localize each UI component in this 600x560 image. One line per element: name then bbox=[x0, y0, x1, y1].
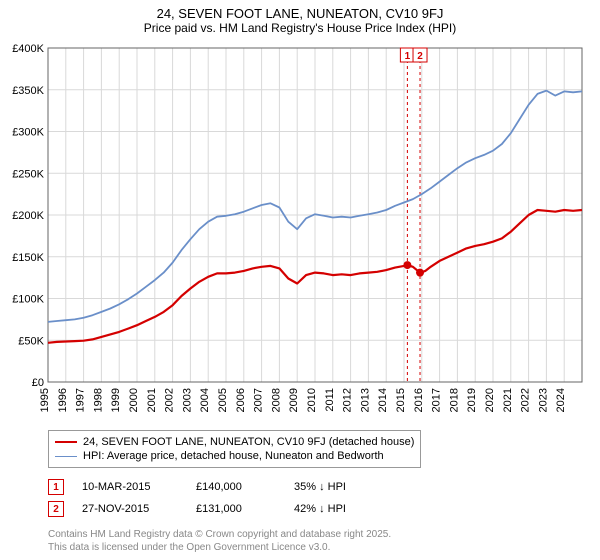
transaction-date: 10-MAR-2015 bbox=[82, 481, 178, 493]
chart-container: { "title": "24, SEVEN FOOT LANE, NUNEATO… bbox=[0, 0, 600, 560]
svg-text:2008: 2008 bbox=[270, 388, 282, 412]
legend-swatch bbox=[55, 441, 77, 443]
legend-label: 24, SEVEN FOOT LANE, NUNEATON, CV10 9FJ … bbox=[83, 436, 414, 448]
transaction-hpi-diff: 35% ↓ HPI bbox=[294, 481, 394, 493]
svg-text:2020: 2020 bbox=[484, 388, 496, 412]
transaction-marker: 1 bbox=[48, 479, 64, 495]
svg-text:£150K: £150K bbox=[12, 252, 44, 264]
footer-line-2: This data is licensed under the Open Gov… bbox=[48, 541, 391, 554]
transaction-row: 1 10-MAR-2015 £140,000 35% ↓ HPI bbox=[48, 476, 394, 498]
legend: 24, SEVEN FOOT LANE, NUNEATON, CV10 9FJ … bbox=[48, 430, 421, 468]
svg-text:1: 1 bbox=[405, 51, 411, 62]
transaction-marker: 2 bbox=[48, 501, 64, 517]
legend-item: 24, SEVEN FOOT LANE, NUNEATON, CV10 9FJ … bbox=[55, 435, 414, 449]
svg-text:£400K: £400K bbox=[12, 43, 44, 55]
transactions-table: 1 10-MAR-2015 £140,000 35% ↓ HPI 2 27-NOV-201… bbox=[48, 476, 394, 520]
svg-text:2002: 2002 bbox=[164, 388, 176, 412]
svg-text:2014: 2014 bbox=[377, 388, 389, 412]
svg-text:1998: 1998 bbox=[92, 388, 104, 412]
svg-text:2021: 2021 bbox=[502, 388, 514, 412]
svg-text:2000: 2000 bbox=[128, 388, 140, 412]
transaction-hpi-diff: 42% ↓ HPI bbox=[294, 503, 394, 515]
svg-text:£0: £0 bbox=[32, 377, 44, 389]
svg-text:£250K: £250K bbox=[12, 168, 44, 180]
footer-attribution: Contains HM Land Registry data © Crown c… bbox=[48, 528, 391, 554]
svg-text:1996: 1996 bbox=[57, 388, 69, 412]
svg-text:2017: 2017 bbox=[431, 388, 443, 412]
svg-text:2004: 2004 bbox=[199, 388, 211, 412]
transaction-price: £131,000 bbox=[196, 503, 276, 515]
svg-text:2022: 2022 bbox=[520, 388, 532, 412]
svg-text:£200K: £200K bbox=[12, 210, 44, 222]
transaction-price: £140,000 bbox=[196, 481, 276, 493]
transaction-row: 2 27-NOV-2015 £131,000 42% ↓ HPI bbox=[48, 498, 394, 520]
svg-text:2003: 2003 bbox=[181, 388, 193, 412]
svg-text:£300K: £300K bbox=[12, 127, 44, 139]
svg-text:2011: 2011 bbox=[324, 388, 336, 412]
svg-text:2: 2 bbox=[417, 51, 423, 62]
legend-item: HPI: Average price, detached house, Nune… bbox=[55, 449, 414, 463]
svg-text:2001: 2001 bbox=[146, 388, 158, 412]
svg-text:1997: 1997 bbox=[75, 388, 87, 412]
svg-text:2009: 2009 bbox=[288, 388, 300, 412]
transaction-date: 27-NOV-2015 bbox=[82, 503, 178, 515]
svg-text:£100K: £100K bbox=[12, 294, 44, 306]
svg-text:2023: 2023 bbox=[537, 388, 549, 412]
svg-text:1999: 1999 bbox=[110, 388, 122, 412]
chart-svg: £0 £50K £100K £150K £200K £250K £300K £350K £400… bbox=[0, 42, 600, 424]
svg-text:2018: 2018 bbox=[448, 388, 460, 412]
svg-text:2006: 2006 bbox=[235, 388, 247, 412]
svg-text:2005: 2005 bbox=[217, 388, 229, 412]
svg-text:2015: 2015 bbox=[395, 388, 407, 412]
svg-text:2010: 2010 bbox=[306, 388, 318, 412]
chart-area: £0 £50K £100K £150K £200K £250K £300K £350K £400… bbox=[0, 42, 600, 424]
svg-text:2007: 2007 bbox=[253, 388, 265, 412]
svg-text:2013: 2013 bbox=[359, 388, 371, 412]
svg-text:£350K: £350K bbox=[12, 85, 44, 97]
footer-line-1: Contains HM Land Registry data © Crown c… bbox=[48, 528, 391, 541]
svg-text:£50K: £50K bbox=[18, 335, 44, 347]
chart-title: 24, SEVEN FOOT LANE, NUNEATON, CV10 9FJ bbox=[0, 0, 600, 21]
legend-swatch bbox=[55, 456, 77, 457]
svg-text:2019: 2019 bbox=[466, 388, 478, 412]
chart-subtitle: Price paid vs. HM Land Registry's House … bbox=[0, 21, 600, 39]
svg-text:2012: 2012 bbox=[342, 388, 354, 412]
svg-text:2024: 2024 bbox=[555, 388, 567, 412]
svg-text:2016: 2016 bbox=[413, 388, 425, 412]
legend-label: HPI: Average price, detached house, Nune… bbox=[83, 450, 384, 462]
svg-text:1995: 1995 bbox=[39, 388, 51, 412]
